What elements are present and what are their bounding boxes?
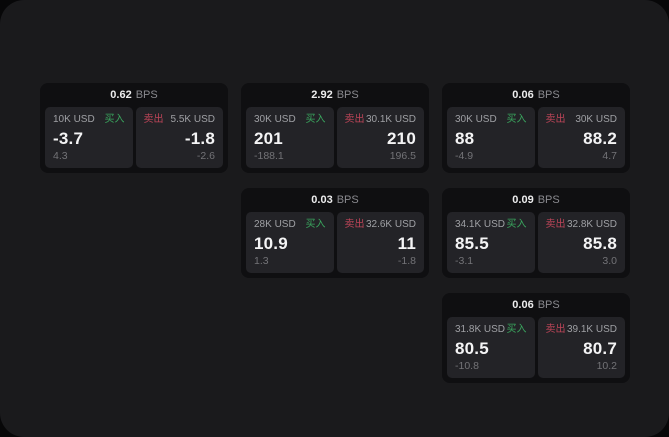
sell-delta: -1.8 [397, 255, 416, 267]
buy-price: 88 [455, 128, 475, 148]
quote-card-1: 0.62 BPS 10K USD 买入 -3.7 4.3 卖出 5.5K USD… [40, 83, 228, 173]
sell-side-label: 卖出 [545, 219, 566, 230]
buy-side-label: 买入 [305, 219, 326, 230]
sell-quote-tile[interactable]: 卖出 32.6K USD 11 -1.8 [336, 212, 424, 273]
bps-value: 0.09 [512, 194, 534, 206]
buy-side-label: 买入 [506, 324, 527, 335]
sell-quote-tile[interactable]: 卖出 32.8K USD 85.8 3.0 [537, 212, 625, 273]
buy-amount: 30K USD [254, 114, 296, 125]
buy-side-label: 买入 [104, 114, 125, 125]
bps-header: 0.06 BPS [442, 83, 630, 107]
buy-amount: 28K USD [254, 219, 296, 230]
bps-value: 2.92 [311, 89, 333, 101]
sell-side-label: 卖出 [143, 114, 164, 125]
quote-card-2: 2.92 BPS 30K USD 买入 201 -188.1 卖出 30.1K … [241, 83, 429, 173]
bps-value: 0.06 [512, 299, 534, 311]
sell-side-label: 卖出 [545, 324, 566, 335]
buy-amount: 10K USD [53, 114, 95, 125]
sell-side-label: 卖出 [344, 219, 365, 230]
sell-amount: 30.1K USD [365, 114, 416, 125]
buy-delta: -188.1 [254, 150, 284, 162]
bps-header: 2.92 BPS [241, 83, 429, 107]
buy-amount: 30K USD [455, 114, 497, 125]
bps-value: 0.03 [311, 194, 333, 206]
bps-header: 0.62 BPS [40, 83, 228, 107]
sell-delta: 3.0 [602, 255, 617, 267]
buy-quote-tile[interactable]: 28K USD 买入 10.9 1.3 [246, 212, 334, 273]
sell-amount: 30K USD [575, 114, 617, 125]
quote-card-4: 0.03 BPS 28K USD 买入 10.9 1.3 卖出 32.6K US… [241, 188, 429, 278]
bps-header: 0.06 BPS [442, 293, 630, 317]
buy-price: -3.7 [53, 128, 84, 148]
buy-delta: -4.9 [455, 150, 474, 162]
buy-price: 80.5 [455, 338, 489, 358]
sell-side-label: 卖出 [545, 114, 566, 125]
sell-delta: -2.6 [196, 150, 215, 162]
sell-delta: 10.2 [596, 360, 617, 372]
buy-quote-tile[interactable]: 31.8K USD 买入 80.5 -10.8 [447, 317, 535, 378]
buy-amount: 34.1K USD [455, 219, 506, 230]
bps-unit-label: BPS [537, 89, 560, 101]
quote-card-5: 0.09 BPS 34.1K USD 买入 85.5 -3.1 卖出 32.8K… [442, 188, 630, 278]
sell-price: 80.7 [583, 338, 617, 358]
buy-delta: -10.8 [455, 360, 479, 372]
bps-unit-label: BPS [537, 194, 560, 206]
sell-price: -1.8 [184, 128, 215, 148]
buy-delta: -3.1 [455, 255, 474, 267]
sell-amount: 5.5K USD [170, 114, 215, 125]
buy-side-label: 买入 [305, 114, 326, 125]
buy-price: 201 [254, 128, 283, 148]
quote-card-6: 0.06 BPS 31.8K USD 买入 80.5 -10.8 卖出 39.1… [442, 293, 630, 383]
bps-value: 0.06 [512, 89, 534, 101]
sell-quote-tile[interactable]: 卖出 5.5K USD -1.8 -2.6 [135, 107, 223, 168]
sell-price: 210 [387, 128, 416, 148]
sell-price: 11 [397, 233, 416, 253]
bps-unit-label: BPS [537, 299, 560, 311]
buy-price: 85.5 [455, 233, 489, 253]
bps-header: 0.03 BPS [241, 188, 429, 212]
buy-side-label: 买入 [506, 114, 527, 125]
sell-amount: 32.6K USD [365, 219, 416, 230]
sell-quote-tile[interactable]: 卖出 30.1K USD 210 196.5 [336, 107, 424, 168]
sell-quote-tile[interactable]: 卖出 30K USD 88.2 4.7 [537, 107, 625, 168]
buy-quote-tile[interactable]: 10K USD 买入 -3.7 4.3 [45, 107, 133, 168]
sell-side-label: 卖出 [344, 114, 365, 125]
buy-quote-tile[interactable]: 30K USD 买入 88 -4.9 [447, 107, 535, 168]
sell-amount: 32.8K USD [566, 219, 617, 230]
buy-amount: 31.8K USD [455, 324, 506, 335]
bps-unit-label: BPS [336, 194, 359, 206]
sell-quote-tile[interactable]: 卖出 39.1K USD 80.7 10.2 [537, 317, 625, 378]
quote-card-3: 0.06 BPS 30K USD 买入 88 -4.9 卖出 30K USD 8… [442, 83, 630, 173]
bps-header: 0.09 BPS [442, 188, 630, 212]
sell-amount: 39.1K USD [566, 324, 617, 335]
sell-price: 85.8 [583, 233, 617, 253]
buy-quote-tile[interactable]: 34.1K USD 买入 85.5 -3.1 [447, 212, 535, 273]
buy-price: 10.9 [254, 233, 288, 253]
sell-price: 88.2 [583, 128, 617, 148]
buy-delta: 1.3 [254, 255, 269, 267]
buy-delta: 4.3 [53, 150, 68, 162]
buy-quote-tile[interactable]: 30K USD 买入 201 -188.1 [246, 107, 334, 168]
bps-unit-label: BPS [135, 89, 158, 101]
bps-value: 0.62 [110, 89, 132, 101]
sell-delta: 4.7 [602, 150, 617, 162]
buy-side-label: 买入 [506, 219, 527, 230]
sell-delta: 196.5 [389, 150, 416, 162]
bps-unit-label: BPS [336, 89, 359, 101]
